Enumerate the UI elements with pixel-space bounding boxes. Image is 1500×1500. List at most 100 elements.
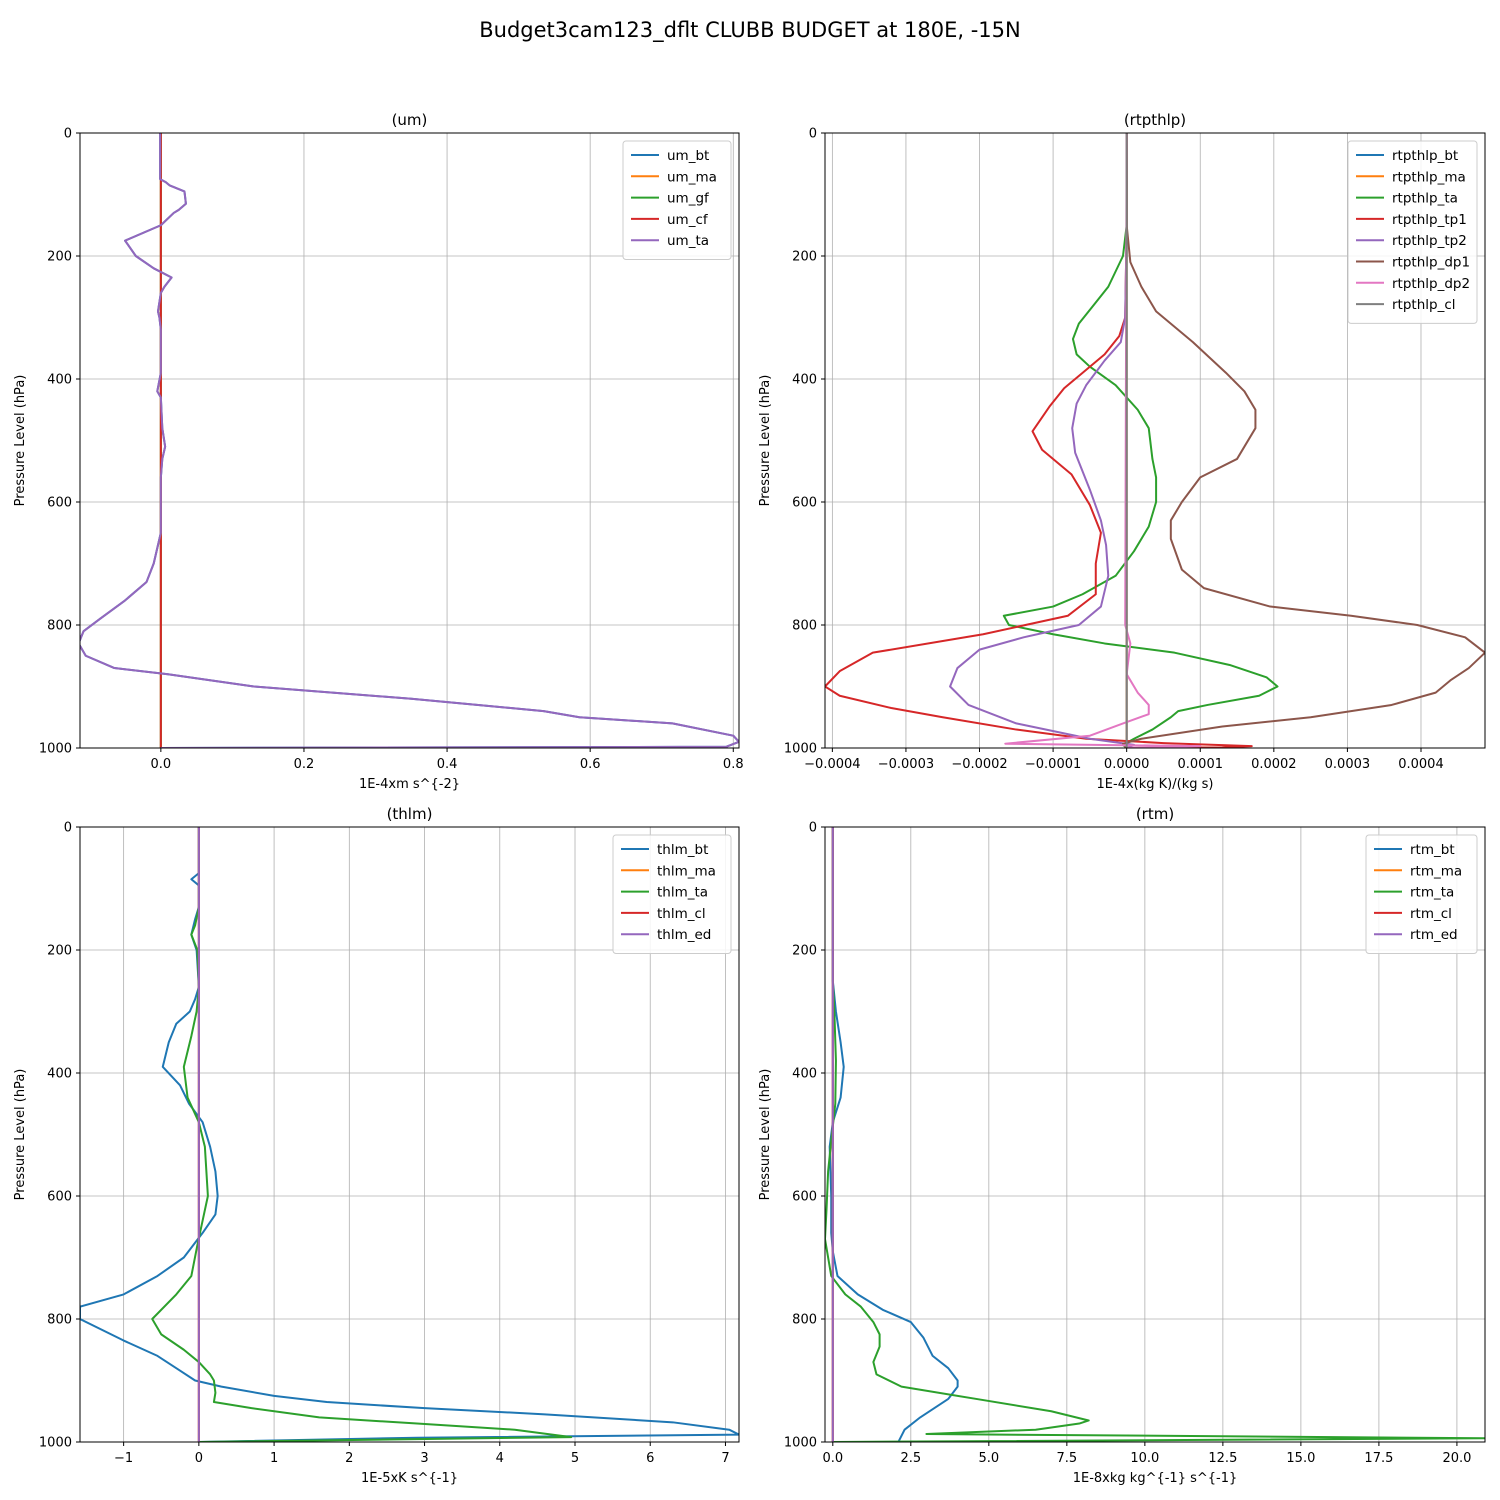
series-line-um_ta — [80, 133, 739, 748]
legend-label-rtm_cl: rtm_cl — [1410, 906, 1452, 922]
y-tick-label: 0 — [809, 127, 817, 142]
legend-label-rtpthlp_bt: rtpthlp_bt — [1392, 148, 1458, 164]
y-tick-label: 0 — [64, 821, 72, 836]
y-axis-label: Pressure Level (hPa) — [13, 1069, 28, 1201]
axes-frame — [79, 132, 740, 749]
x-tick-label: 0.0 — [822, 1451, 843, 1466]
series-group — [80, 827, 739, 1442]
y-tick-label: 200 — [792, 944, 817, 959]
legend-label-thlm_ta: thlm_ta — [657, 885, 708, 901]
y-tick-label: 400 — [47, 1067, 72, 1082]
legend-label-rtpthlp_ta: rtpthlp_ta — [1392, 191, 1458, 207]
legend-label-rtpthlp_dp1: rtpthlp_dp1 — [1392, 255, 1470, 271]
series-line-rtpthlp_tp2 — [949, 133, 1136, 748]
legend-label-rtpthlp_cl: rtpthlp_cl — [1392, 297, 1456, 313]
y-tick-label: 0 — [64, 127, 72, 142]
series-group — [80, 133, 739, 748]
x-tick-label: −0.0002 — [951, 757, 1007, 772]
x-tick-label: 0.0 — [151, 757, 172, 772]
x-tick-label: 0.0000 — [1104, 757, 1150, 772]
legend: thlm_bt thlm_ma thlm_ta thlm_cl thlm_ed — [612, 834, 732, 954]
x-axis-label: 1E-5xK s^{-1} — [361, 1471, 458, 1486]
y-tick-label: 200 — [47, 944, 72, 959]
axes-frame — [824, 132, 1486, 749]
series-group — [825, 133, 1485, 748]
y-tick-label: 600 — [792, 496, 817, 511]
x-tick-label: 20.0 — [1442, 1451, 1471, 1466]
legend-label-um_cf: um_cf — [667, 212, 709, 228]
panel-4: 0.0 2.5 5.0 7.5 10.0 12.5 15.0 17.5 20.0 0 200 400 6… — [758, 805, 1486, 1486]
y-tick-label: 400 — [792, 373, 817, 388]
x-tick-label: −0.0001 — [1025, 757, 1081, 772]
x-tick-label: 1 — [270, 1451, 278, 1466]
x-tick-label: 0.4 — [437, 757, 458, 772]
panel-3: −1 0 1 2 3 4 5 6 7 0 200 400 600 800 1000 (thlm) 1E-5xK … — [13, 805, 740, 1486]
axes-frame — [824, 826, 1486, 1443]
series-line-rtpthlp_dp2 — [1004, 133, 1202, 748]
y-tick-label: 1000 — [39, 1436, 72, 1451]
figure-title: Budget3cam123_dflt CLUBB BUDGET at 180E,… — [479, 18, 1020, 43]
y-axis-label: Pressure Level (hPa) — [758, 1069, 773, 1201]
legend-label-thlm_cl: thlm_cl — [657, 906, 706, 922]
y-tick-label: 800 — [47, 619, 72, 634]
panel-title: (rtm) — [1136, 805, 1174, 823]
legend-label-thlm_ma: thlm_ma — [657, 863, 716, 879]
x-tick-label: 0 — [195, 1451, 203, 1466]
legend: rtm_bt rtm_ma rtm_ta rtm_cl rtm_ed — [1365, 834, 1478, 954]
x-tick-label: −0.0004 — [804, 757, 860, 772]
series-line-rtpthlp_tp1 — [825, 133, 1253, 748]
legend-label-um_ma: um_ma — [667, 169, 717, 185]
legend-label-um_bt: um_bt — [667, 148, 709, 164]
x-tick-label: 17.5 — [1364, 1451, 1393, 1466]
y-axis-label: Pressure Level (hPa) — [13, 375, 28, 507]
legend-label-rtm_bt: rtm_bt — [1410, 842, 1455, 858]
x-tick-label: 3 — [420, 1451, 428, 1466]
series-line-rtm_bt — [828, 827, 959, 1442]
y-tick-label: 800 — [792, 1313, 817, 1328]
legend-label-thlm_bt: thlm_bt — [657, 842, 708, 858]
x-tick-label: 2.5 — [900, 1451, 921, 1466]
x-tick-label: 10.0 — [1130, 1451, 1159, 1466]
panel-title: (rtpthlp) — [1124, 111, 1186, 129]
legend-label-um_gf: um_gf — [667, 191, 710, 207]
x-axis-label: 1E-8xkg kg^{-1} s^{-1} — [1073, 1471, 1238, 1486]
y-axis-label: Pressure Level (hPa) — [758, 375, 773, 507]
x-axis-label: 1E-4xm s^{-2} — [359, 777, 460, 792]
y-tick-label: 0 — [809, 821, 817, 836]
x-tick-label: 0.6 — [580, 757, 601, 772]
y-tick-label: 200 — [792, 250, 817, 265]
legend-box — [622, 140, 732, 260]
y-tick-label: 1000 — [784, 1436, 817, 1451]
x-tick-label: 5.0 — [978, 1451, 999, 1466]
x-tick-label: 0.2 — [294, 757, 315, 772]
panel-2: −0.0004 −0.0003 −0.0002 −0.0001 0.0000 0.0001… — [758, 111, 1486, 792]
y-tick-label: 1000 — [784, 742, 817, 757]
x-tick-label: 0.8 — [723, 757, 744, 772]
legend-label-rtm_ed: rtm_ed — [1410, 927, 1458, 943]
series-group — [825, 827, 1485, 1442]
x-tick-label: 6 — [646, 1451, 654, 1466]
x-tick-label: 0.0002 — [1251, 757, 1297, 772]
panels: 0.0 0.2 0.4 0.6 0.802004006008001000(um)1E-4… — [13, 111, 1486, 1486]
x-tick-label: 0.0003 — [1325, 757, 1371, 772]
x-tick-label: 7 — [721, 1451, 729, 1466]
legend-box — [612, 834, 732, 954]
series-line-rtpthlp_dp1 — [1121, 133, 1485, 748]
legend-box — [1365, 834, 1478, 954]
y-tick-label: 600 — [47, 1190, 72, 1205]
series-line-rtm_ta — [825, 827, 1485, 1442]
axes-frame — [79, 826, 740, 1443]
x-tick-label: 7.5 — [1057, 1451, 1078, 1466]
y-tick-label: 800 — [47, 1313, 72, 1328]
x-tick-label: 15.0 — [1286, 1451, 1315, 1466]
legend-label-rtpthlp_dp2: rtpthlp_dp2 — [1392, 276, 1470, 292]
legend-label-rtpthlp_ma: rtpthlp_ma — [1392, 169, 1466, 185]
x-tick-label: 5 — [571, 1451, 579, 1466]
series-line-rtpthlp_ta — [1002, 133, 1279, 748]
x-tick-label: 12.5 — [1208, 1451, 1237, 1466]
panel-title: (um) — [392, 111, 428, 129]
x-tick-label: 4 — [496, 1451, 504, 1466]
legend-label-rtpthlp_tp1: rtpthlp_tp1 — [1392, 212, 1467, 228]
